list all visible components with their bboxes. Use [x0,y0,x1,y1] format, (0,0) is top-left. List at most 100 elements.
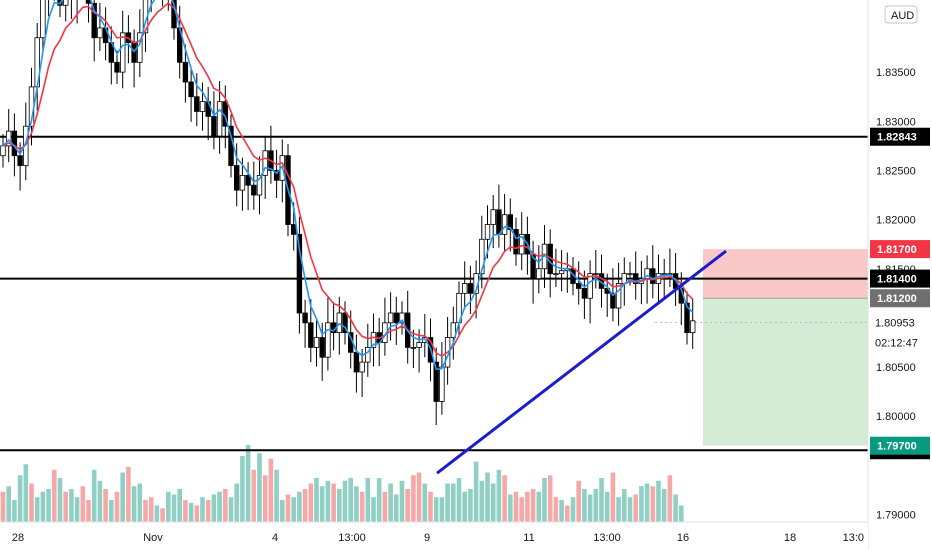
volume-bar [177,489,182,522]
candle-body [593,273,599,276]
price-tick-label: 1.83000 [876,116,916,128]
current-price-label: 1.80953 [875,318,915,330]
volume-bar [502,475,507,522]
candle-body [97,27,103,39]
volume-bar [74,497,80,522]
candle-body [450,322,456,338]
candle-body [273,170,280,181]
volume-bar [456,478,462,522]
candle-body [684,302,690,334]
candle-body [399,312,405,324]
volume-bar [97,480,103,522]
volume-bar [582,489,587,522]
volume-bar [337,489,342,522]
price-tick-label: 1.82000 [876,215,916,227]
volume-bar [0,491,6,522]
volume-bar [131,486,137,522]
volume-bar [63,491,68,522]
volume-bar [519,497,524,522]
candle-body [199,101,206,112]
volume-bar [359,491,365,522]
volume-bar [205,500,211,522]
volume-bar [644,483,650,522]
volume-bar [604,491,610,522]
volume-bar [40,491,46,522]
level-price-label-box [870,269,930,288]
volume-bar [23,464,29,522]
volume-bar [228,497,234,522]
volume-bar [570,497,576,522]
volume-bar [610,472,616,522]
candle-body [650,268,656,284]
volume-bar [547,475,553,522]
time-tick-label: 18 [784,532,796,544]
trendline[interactable] [436,249,727,475]
target-price-label-box [870,436,930,455]
candle-body [114,61,120,73]
horizontal-levels[interactable] [0,0,868,452]
volume-bar [188,502,194,522]
volume-bar [530,489,536,522]
candle-body [6,130,12,147]
volume-bar [257,453,262,522]
volume-bar [616,497,621,522]
target-price-label: 1.79700 [877,441,917,453]
time-tick-label: 13:00 [338,532,366,544]
candle-body [393,312,399,324]
volume-bar [314,478,319,522]
moving-averages [2,0,694,371]
volume-bar [52,469,57,522]
candle-body [439,366,445,402]
currency-badge[interactable] [884,5,918,24]
candle-body [256,174,263,196]
volume-bar [308,483,314,522]
volume-bar [508,494,513,522]
volume-bar [485,472,490,522]
candle-body [461,283,468,294]
candle-body [519,233,525,255]
volume-bar [143,500,148,522]
candle-body [484,224,491,240]
candle-body [211,115,217,137]
volume-bar [109,500,114,522]
volume-bar [445,483,450,522]
candle-body [290,224,297,235]
volume-bar [114,491,120,522]
price-tick-label: 1.80000 [876,411,916,423]
price-tick-label: 1.83500 [876,67,916,79]
volume-bar [240,456,245,522]
volume-bar [297,491,302,522]
time-axis[interactable]: 28 Nov 4 13:00 9 11 13:00 16 18 13:0 [0,521,868,550]
volume-bar [211,494,217,522]
volume-bar [154,505,160,522]
volume-bar [91,469,97,522]
entry-price-label-box [870,289,930,308]
volume-bar [439,497,445,522]
candle-body [490,209,496,225]
candle-body [536,268,542,279]
volume-bar [633,494,638,522]
volume-bar [394,494,399,522]
candle-body [239,174,246,191]
volume-bar [422,483,428,522]
volume-bar [399,480,405,522]
candle-body [91,2,97,39]
candle-body [587,273,593,299]
volume-bar [302,489,308,522]
candle-body [479,238,485,275]
volume-bar [291,497,296,522]
candle-body [120,32,126,73]
candle-body [40,0,46,39]
candle-body [467,283,474,294]
time-tick-label: 16 [677,532,689,544]
volume-bar [661,489,667,522]
volume-bar [183,500,188,522]
stop-loss-zone [703,249,868,299]
volume-bar [331,483,336,522]
time-tick-label: 13:0 [843,532,864,544]
volume-bar [416,472,422,522]
volume-bar [126,467,131,522]
candle-body [501,214,508,235]
candle-body [615,283,622,309]
